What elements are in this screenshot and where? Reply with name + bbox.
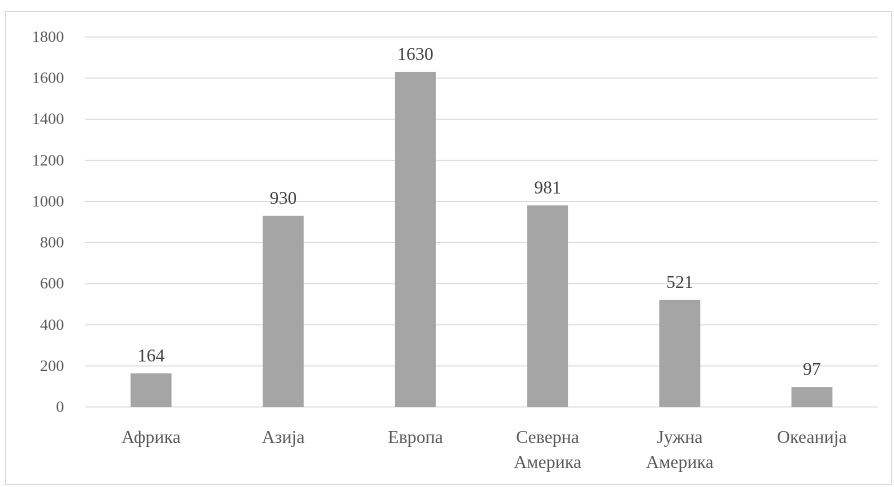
y-tick-label: 1200 (32, 152, 64, 169)
y-tick-label: 1000 (32, 193, 64, 210)
x-category-label: Јужна (657, 427, 703, 447)
data-labels: 164 930 1630 981 521 97 (138, 44, 821, 379)
x-category-label: Америка (514, 452, 581, 472)
y-tick-label: 800 (40, 235, 64, 252)
data-label: 1630 (397, 44, 433, 64)
bar (659, 299, 701, 407)
x-axis-category-labels: Африка Азија Европа Северна Америка Јужна Амер… (122, 427, 847, 472)
x-category-label: Европа (388, 427, 443, 447)
x-category-label: Америка (646, 452, 713, 472)
bar (527, 205, 569, 407)
gridlines (85, 36, 878, 408)
bars (130, 71, 833, 407)
bar (791, 387, 833, 407)
y-tick-label: 200 (40, 358, 64, 375)
y-tick-label: 1400 (32, 111, 64, 128)
y-tick-label: 1800 (32, 29, 64, 46)
x-category-label: Африка (122, 427, 181, 447)
x-category-label: Океанија (777, 427, 847, 447)
y-tick-label: 1600 (32, 70, 64, 87)
x-category-label: Северна (516, 427, 579, 447)
bar (130, 373, 172, 407)
bar (394, 71, 436, 407)
x-category-label: Азија (262, 427, 305, 447)
y-tick-label: 400 (40, 317, 64, 334)
y-tick-label: 0 (56, 399, 64, 416)
data-label: 930 (270, 188, 297, 208)
data-label: 981 (534, 177, 561, 197)
data-label: 164 (138, 345, 165, 365)
y-axis-tick-labels: 0 200 400 600 800 1000 1200 1400 1600 1800 (32, 29, 64, 416)
y-tick-label: 600 (40, 276, 64, 293)
bar (262, 215, 304, 407)
data-label: 521 (666, 272, 693, 292)
data-label: 97 (803, 359, 821, 379)
